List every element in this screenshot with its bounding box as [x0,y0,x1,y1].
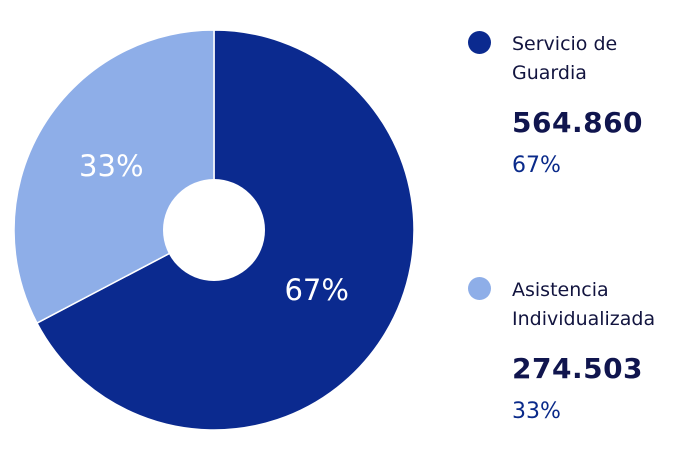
legend-entry-servicio-de-guardia: Servicio de Guardia 564.860 67% [468,30,674,178]
legend-value: 274.503 [512,352,644,385]
legend-percent: 33% [512,399,561,424]
donut-hole [163,179,265,281]
slice-label-servicio-de-guardia: 67% [284,273,348,307]
legend-value: 564.860 [512,106,644,139]
donut-chart: 67% 33% [13,29,415,431]
slice-label-asistencia-individualizada: 33% [79,149,143,183]
legend-swatch-asistencia-individualizada [468,277,491,300]
legend-entry-asistencia-individualizada: Asistencia Individualizada 274.503 33% [468,276,674,424]
legend-swatch-servicio-de-guardia [468,31,491,54]
slice-asistencia-individualizada [13,29,215,325]
legend-percent: 67% [512,153,561,178]
legend-label: Servicio de Guardia [512,33,618,84]
legend-label: Asistencia Individualizada [512,279,656,330]
